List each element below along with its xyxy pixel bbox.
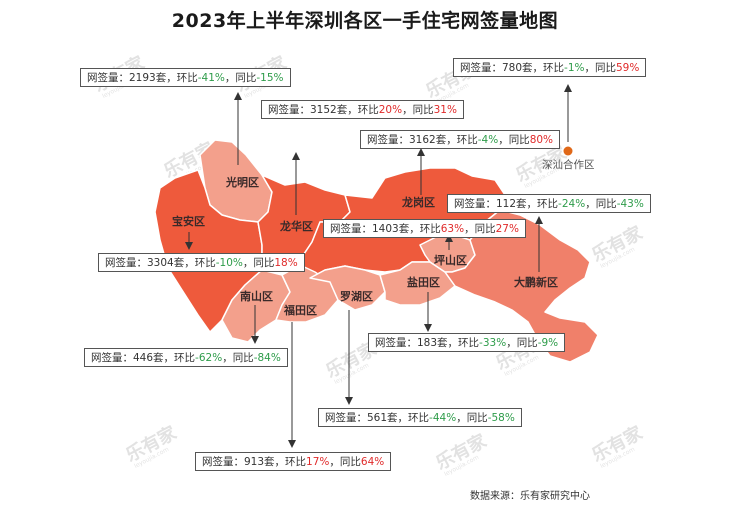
callout-yantian: 网签量：183套，环比-33%，同比-9% <box>368 333 566 352</box>
page-title: 2023年上半年深圳各区一手住宅网签量地图 <box>171 10 559 32</box>
district-label-baoan: 宝安区 <box>172 214 205 228</box>
callout-luohu: 网签量：561套，环比-44%，同比-58% <box>318 408 522 427</box>
callout-shenshan: 网签量：780套，环比-1%，同比59% <box>453 58 647 77</box>
district-label-longhua: 龙华区 <box>279 219 313 233</box>
district-labels: 光明区 宝安区 龙华区 龙岗区 坪山区 大鹏新区 盐田区 南山区 福田区 罗湖区 <box>172 175 558 317</box>
district-label-pingshan: 坪山区 <box>434 253 467 267</box>
district-label-yantian: 盐田区 <box>407 275 440 289</box>
callout-futian: 网签量：913套，环比17%，同比64% <box>195 452 392 471</box>
callout-baoan: 网签量：3304套，环比-10%，同比18% <box>98 253 305 272</box>
district-shape-yantian[interactable] <box>379 261 456 306</box>
district-label-nanshan: 南山区 <box>240 289 273 303</box>
district-label-guangming: 光明区 <box>225 175 259 189</box>
callout-nanshan: 网签量：446套，环比-62%，同比-84% <box>84 348 288 367</box>
district-label-futian: 福田区 <box>283 303 317 317</box>
district-label-shenshan: 深汕合作区 <box>542 158 595 171</box>
district-label-luohu: 罗湖区 <box>340 289 373 303</box>
callout-longgang: 网签量：3162套，环比-4%，同比80% <box>360 130 561 149</box>
leader-arrows <box>185 84 572 448</box>
district-shape-dapeng[interactable] <box>444 209 599 363</box>
district-label-dapeng: 大鹏新区 <box>514 275 558 289</box>
callout-guangming: 网签量：2193套，环比-41%，同比-15% <box>80 68 291 87</box>
district-label-longgang: 龙岗区 <box>401 195 435 209</box>
shenshan-zone-marker[interactable] <box>563 146 573 156</box>
callout-dapeng: 网签量：1403套，环比63%，同比27% <box>323 219 526 238</box>
data-source-note: 数据来源：乐有家研究中心 <box>470 491 590 502</box>
callout-longhua: 网签量：3152套，环比20%，同比31% <box>261 100 464 119</box>
callout-pingshan: 网签量：112套，环比-24%，同比-43% <box>447 194 651 213</box>
